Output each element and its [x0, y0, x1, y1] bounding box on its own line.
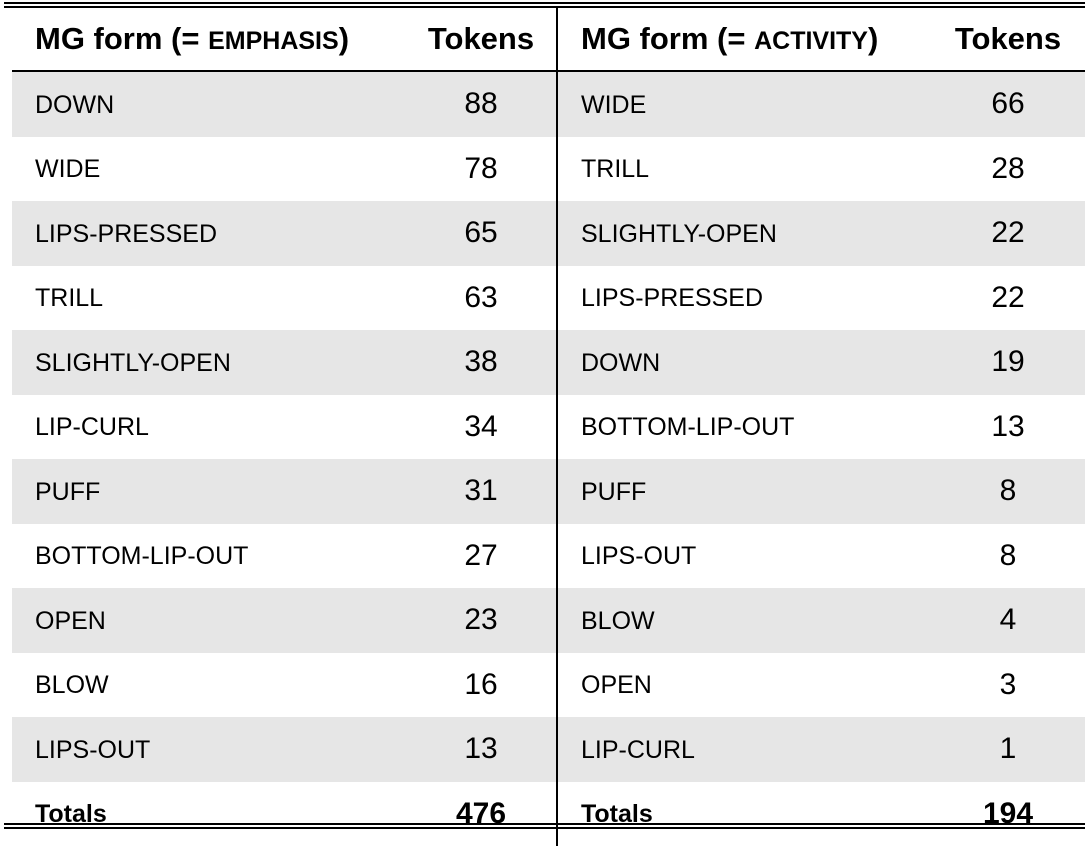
top-rule-outer — [4, 2, 1085, 4]
right-form-cell: WIDE — [557, 71, 931, 137]
right-form-cell: LIPS-OUT — [581, 542, 697, 571]
left-form-cell: WIDE — [35, 155, 101, 184]
table-row: BOTTOM-LIP-OUT 27 LIPS-OUT 8 — [12, 523, 1085, 588]
right-form-cell: SLIGHTLY-OPEN — [557, 201, 931, 266]
left-form-cell: SLIGHTLY-OPEN — [12, 330, 406, 395]
table-row: DOWN 88 WIDE 66 — [12, 71, 1085, 137]
right-tokens-cell: 28 — [991, 151, 1025, 185]
left-form-cell: OPEN — [12, 588, 406, 653]
bottom-rule-outer — [4, 827, 1085, 829]
header-left-form: MG form (= emphasis) — [35, 21, 350, 56]
mouth-gesture-table-container: MG form (= emphasis) Tokens MG form (= a… — [12, 8, 1085, 846]
totals-left-label: Totals — [35, 800, 107, 828]
right-form-cell: PUFF — [557, 459, 931, 524]
right-tokens-cell: 19 — [931, 330, 1085, 395]
totals-left-value: 476 — [406, 781, 558, 846]
top-rule-inner — [4, 6, 1085, 8]
right-tokens-cell: 8 — [931, 459, 1085, 524]
header-row: MG form (= emphasis) Tokens MG form (= a… — [12, 8, 1085, 71]
bottom-rule-inner — [4, 823, 1085, 825]
right-tokens-cell: 22 — [931, 201, 1085, 266]
left-tokens-cell: 38 — [406, 330, 558, 395]
right-form-cell: TRILL — [581, 155, 650, 184]
header-right-tokens: Tokens — [954, 21, 1062, 56]
right-tokens-cell: 22 — [991, 280, 1025, 314]
right-tokens-cell: 1 — [931, 717, 1085, 782]
left-form-cell: DOWN — [12, 71, 406, 137]
left-form-cell: PUFF — [12, 459, 406, 524]
mouth-gesture-table: MG form (= emphasis) Tokens MG form (= a… — [12, 8, 1085, 846]
left-tokens-cell: 65 — [406, 201, 558, 266]
right-form-cell: LIP-CURL — [557, 717, 931, 782]
table-row: WIDE 78 TRILL 28 — [12, 136, 1085, 201]
table-row: TRILL 63 LIPS-PRESSED 22 — [12, 265, 1085, 330]
left-tokens-cell: 34 — [406, 394, 558, 459]
table-row: LIPS-OUT 13 LIP-CURL 1 — [12, 717, 1085, 782]
header-right-form: MG form (= activity) — [581, 21, 879, 56]
left-form-cell: BLOW — [35, 671, 109, 700]
right-form-cell: LIPS-PRESSED — [581, 284, 764, 313]
left-form-cell: LIPS-OUT — [12, 717, 406, 782]
table-row: OPEN 23 BLOW 4 — [12, 588, 1085, 653]
left-tokens-cell: 31 — [406, 459, 558, 524]
right-form-cell: BLOW — [557, 588, 931, 653]
table-body: DOWN 88 WIDE 66 WIDE 78 TRILL 28 LIPS-PRESSED 65 S… — [12, 71, 1085, 782]
left-tokens-cell: 78 — [406, 136, 558, 201]
right-tokens-cell: 13 — [991, 409, 1025, 443]
left-form-cell: LIP-CURL — [35, 413, 149, 442]
totals-right-label: Totals — [581, 800, 653, 828]
right-tokens-cell: 8 — [999, 538, 1017, 572]
left-form-cell: LIPS-PRESSED — [12, 201, 406, 266]
left-tokens-cell: 88 — [406, 71, 558, 137]
table-row: SLIGHTLY-OPEN 38 DOWN 19 — [12, 330, 1085, 395]
table-row: LIPS-PRESSED 65 SLIGHTLY-OPEN 22 — [12, 201, 1085, 266]
right-tokens-cell: 3 — [999, 667, 1017, 701]
totals-right-value: 194 — [982, 796, 1034, 830]
right-form-cell: DOWN — [557, 330, 931, 395]
totals-row: Totals 476 Totals 194 — [12, 781, 1085, 846]
right-form-cell: OPEN — [581, 671, 652, 700]
left-form-cell: BOTTOM-LIP-OUT — [35, 542, 249, 571]
right-tokens-cell: 4 — [931, 588, 1085, 653]
table-row: PUFF 31 PUFF 8 — [12, 459, 1085, 524]
left-tokens-cell: 16 — [406, 652, 558, 717]
table-row: BLOW 16 OPEN 3 — [12, 652, 1085, 717]
table-row: LIP-CURL 34 BOTTOM-LIP-OUT 13 — [12, 394, 1085, 459]
left-tokens-cell: 23 — [406, 588, 558, 653]
right-form-cell: BOTTOM-LIP-OUT — [581, 413, 795, 442]
left-tokens-cell: 27 — [406, 523, 558, 588]
left-tokens-cell: 63 — [406, 265, 558, 330]
header-left-tokens: Tokens — [406, 8, 558, 71]
left-tokens-cell: 13 — [406, 717, 558, 782]
right-tokens-cell: 66 — [931, 71, 1085, 137]
left-form-cell: TRILL — [35, 284, 104, 313]
